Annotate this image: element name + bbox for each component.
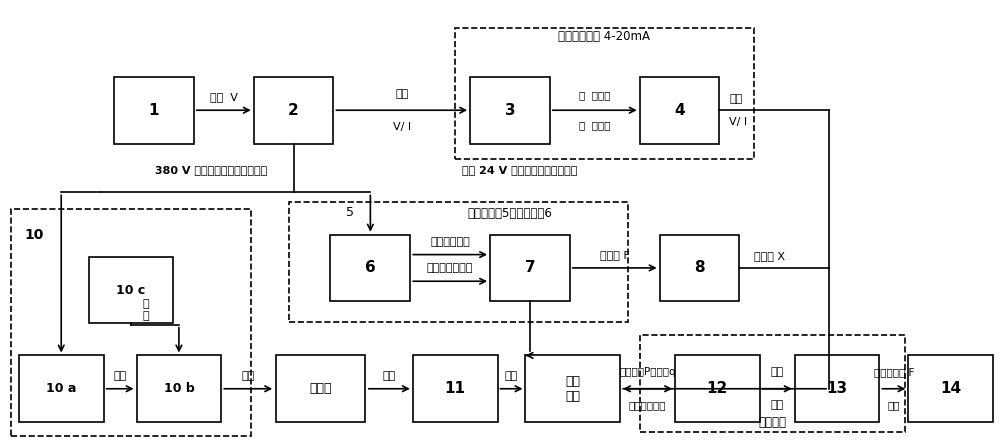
Text: 7: 7 [525, 261, 535, 275]
Text: 8: 8 [694, 261, 705, 275]
Text: 放大电流信号: 放大电流信号 [430, 236, 470, 247]
Text: 1: 1 [149, 103, 159, 118]
Text: 无  左得电: 无 左得电 [579, 90, 610, 101]
Text: 安全保护: 安全保护 [758, 416, 786, 429]
Text: 锁紧: 锁紧 [771, 401, 784, 410]
Text: 双向: 双向 [771, 367, 784, 377]
Text: 带动: 带动 [113, 371, 127, 381]
FancyBboxPatch shape [908, 355, 993, 422]
Text: 2: 2 [288, 103, 299, 118]
Text: 有线  V: 有线 V [210, 92, 238, 102]
Text: 3: 3 [505, 103, 515, 118]
FancyBboxPatch shape [640, 77, 719, 143]
FancyBboxPatch shape [675, 355, 760, 422]
Text: 380 V 输入液压泵站电机，供电: 380 V 输入液压泵站电机，供电 [155, 164, 267, 175]
Text: 输出压力P，流量q: 输出压力P，流量q [619, 367, 676, 377]
Text: 投送: 投送 [888, 401, 900, 410]
Text: 降压 24 V 输入电磁比例阀，供电: 降压 24 V 输入电磁比例阀，供电 [462, 164, 578, 175]
FancyBboxPatch shape [19, 355, 104, 422]
FancyBboxPatch shape [89, 257, 173, 324]
Text: 11: 11 [445, 381, 466, 396]
Text: 5: 5 [346, 206, 354, 219]
Text: 4: 4 [674, 103, 685, 118]
Text: 电磁力 F: 电磁力 F [600, 250, 630, 260]
FancyBboxPatch shape [795, 355, 879, 422]
FancyBboxPatch shape [254, 77, 333, 143]
Text: 10 c: 10 c [116, 284, 146, 297]
FancyBboxPatch shape [137, 355, 221, 422]
FancyBboxPatch shape [660, 235, 739, 301]
Text: 13: 13 [826, 381, 848, 396]
Text: 位移量 X: 位移量 X [754, 251, 785, 261]
Text: 输送: 输送 [242, 371, 255, 381]
Text: 输出投送力 F: 输出投送力 F [874, 367, 914, 377]
FancyBboxPatch shape [413, 355, 498, 422]
FancyBboxPatch shape [276, 355, 365, 422]
Text: 液压油: 液压油 [309, 382, 332, 395]
Text: 无线: 无线 [395, 89, 408, 99]
FancyBboxPatch shape [330, 235, 410, 301]
Text: V/ I: V/ I [729, 117, 747, 127]
Text: 10: 10 [25, 228, 44, 242]
Text: 供
油: 供 油 [143, 299, 150, 321]
Text: 线  右得电: 线 右得电 [579, 120, 610, 130]
Text: 12: 12 [707, 381, 728, 396]
Text: 调节电流大小 4-20mA: 调节电流大小 4-20mA [558, 30, 650, 43]
Text: 改变液流方向: 改变液流方向 [629, 401, 666, 410]
Text: 打开
阀口: 打开 阀口 [565, 375, 580, 403]
Text: 输入斜坡电信号: 输入斜坡电信号 [427, 263, 473, 273]
Text: 流入: 流入 [383, 371, 396, 381]
Text: 6: 6 [365, 261, 376, 275]
FancyBboxPatch shape [114, 77, 194, 143]
Text: V/ I: V/ I [393, 122, 411, 132]
FancyBboxPatch shape [470, 77, 550, 143]
FancyBboxPatch shape [490, 235, 570, 301]
FancyBboxPatch shape [525, 355, 620, 422]
Text: 有线: 有线 [729, 94, 743, 104]
Text: 14: 14 [940, 381, 961, 396]
Text: 10 b: 10 b [164, 382, 194, 395]
Text: 过滤: 过滤 [505, 371, 518, 381]
Text: 10 a: 10 a [46, 382, 76, 395]
Text: 电磁比例阊5内置放大器6: 电磁比例阊5内置放大器6 [468, 207, 552, 220]
